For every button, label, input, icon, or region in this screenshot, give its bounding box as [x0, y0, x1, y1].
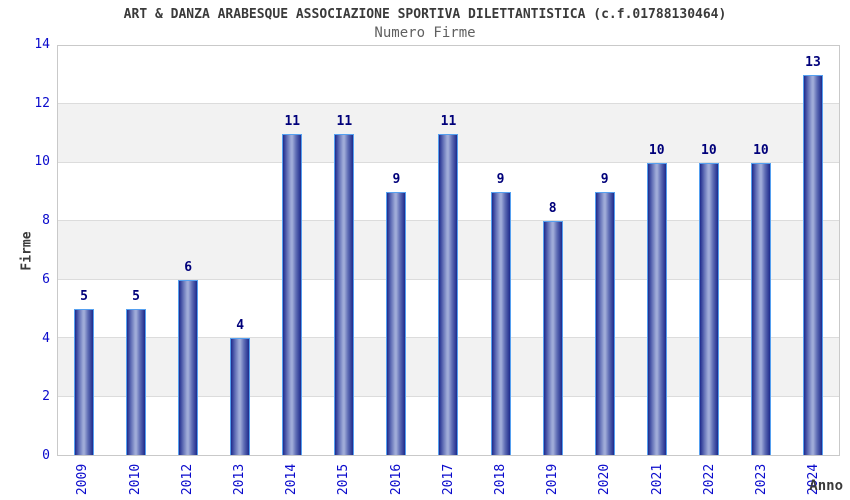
- x-tick-label: 2023: [754, 463, 770, 495]
- bar-2024: [802, 75, 823, 455]
- x-tick-label: 2021: [649, 463, 665, 495]
- bar-value-label: 5: [80, 288, 88, 304]
- bar-slot: 11: [422, 46, 474, 455]
- chart-title: ART & DANZA ARABESQUE ASSOCIAZIONE SPORT…: [123, 7, 727, 22]
- x-tick-label: 2020: [597, 463, 613, 495]
- bar-2009: [74, 308, 95, 455]
- bar-value-label: 9: [392, 172, 401, 188]
- chart-subtitle: Numero Firme: [374, 25, 476, 41]
- bar-value-label: 11: [440, 113, 457, 129]
- bar-value-label: 10: [753, 142, 769, 158]
- bar-slot: 13: [787, 46, 839, 455]
- bar-value-label: 13: [805, 55, 821, 71]
- bar-slot: 10: [631, 46, 683, 455]
- bar-2018: [490, 192, 511, 455]
- bar-2021: [646, 162, 667, 455]
- x-tick-label: 2010: [127, 463, 143, 495]
- y-tick-label: 10: [34, 154, 50, 170]
- bar-2017: [438, 133, 459, 455]
- bar-slot: 4: [214, 46, 266, 455]
- bar-value-label: 11: [284, 113, 301, 129]
- bar-2010: [126, 308, 147, 455]
- bar-slot: 9: [475, 46, 527, 455]
- x-tick-label: 2015: [336, 463, 352, 495]
- bar-2014: [282, 133, 303, 455]
- x-tick-label: 2012: [179, 463, 195, 495]
- y-tick-label: 4: [42, 330, 50, 346]
- y-axis: 0 2 4 6 8 10 12 14: [0, 0, 50, 500]
- bar-slot: 11: [318, 46, 370, 455]
- y-tick-label: 14: [34, 37, 50, 52]
- x-axis-title: Anno: [809, 478, 843, 494]
- bar-2022: [698, 162, 719, 455]
- bar-2012: [178, 279, 199, 455]
- y-tick-label: 0: [42, 448, 50, 463]
- bar-value-label: 6: [184, 259, 193, 275]
- x-tick-label: 2018: [493, 463, 509, 495]
- bar-slot: 5: [58, 46, 110, 455]
- y-tick-label: 12: [34, 95, 50, 111]
- bar-slot: 9: [370, 46, 422, 455]
- bar-slot: 10: [683, 46, 735, 455]
- bar-value-label: 4: [236, 318, 245, 334]
- x-tick-label: 2022: [701, 463, 717, 495]
- y-tick-label: 6: [42, 271, 50, 287]
- x-tick-label: 2014: [284, 463, 300, 495]
- x-tick-label: 2016: [388, 463, 404, 495]
- x-tick-label: 2013: [232, 463, 248, 495]
- bar-value-label: 5: [132, 288, 140, 304]
- bar-2020: [594, 192, 615, 455]
- bar-2023: [750, 162, 771, 455]
- bar-2013: [230, 338, 251, 455]
- bar-value-label: 9: [600, 172, 609, 188]
- x-tick-label: 2017: [440, 463, 456, 495]
- bar-value-label: 10: [701, 142, 717, 158]
- x-tick-label: 2019: [545, 463, 561, 495]
- bar-slot: 8: [527, 46, 579, 455]
- bar-slot: 5: [110, 46, 162, 455]
- bar-slot: 10: [735, 46, 787, 455]
- y-tick-label: 2: [42, 389, 50, 405]
- bar-value-label: 10: [648, 142, 665, 158]
- x-axis: 2009 2010 2012 2013 2014 2015 2016 2017 2018 2019…: [57, 458, 840, 500]
- bar-2016: [386, 192, 407, 455]
- bar-2019: [542, 221, 563, 455]
- bar-slot: 6: [162, 46, 214, 455]
- x-tick-label: 2009: [75, 463, 91, 495]
- bar-value-label: 8: [548, 201, 557, 217]
- bar-2015: [334, 133, 355, 455]
- bar-slot: 11: [266, 46, 318, 455]
- plot-band: [58, 46, 839, 105]
- plot-area: 5 5 6 4 11 11 9 11 9 8 9 10 10 10 13: [57, 45, 840, 456]
- bar-value-label: 9: [496, 172, 505, 188]
- bar-slot: 9: [579, 46, 631, 455]
- bar-value-label: 11: [336, 113, 353, 129]
- gridline: [58, 103, 839, 105]
- y-tick-label: 8: [42, 213, 50, 229]
